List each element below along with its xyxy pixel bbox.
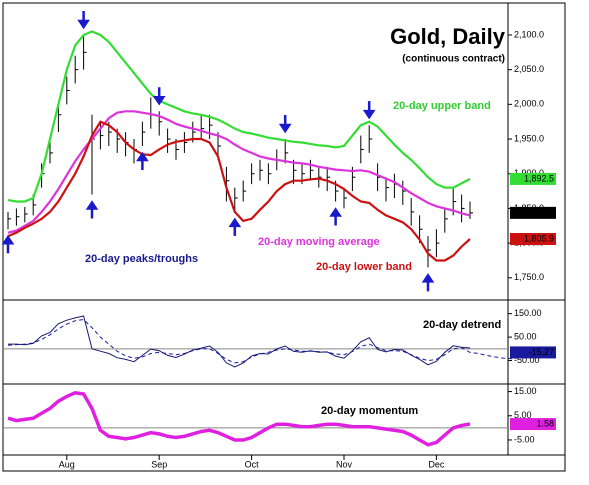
value-box	[510, 172, 556, 185]
x-tick-label: Sep	[151, 459, 167, 469]
series-label: 20-day momentum	[321, 405, 418, 417]
series-label: 20-day moving average	[258, 236, 380, 248]
trough-arrow	[329, 207, 342, 226]
x-tick-label: Aug	[59, 459, 75, 469]
trough-arrow	[421, 273, 435, 292]
chart-title: Gold, Daily	[390, 24, 506, 49]
y-tick-label: 15.00	[514, 386, 537, 396]
band-line	[7, 120, 471, 262]
value-label: 1.58	[536, 418, 554, 428]
y-tick-label: -50.00	[514, 355, 540, 365]
band-line	[7, 30, 471, 203]
value-box	[510, 206, 556, 219]
value-label: 1,843.6	[524, 207, 554, 217]
band-line	[7, 110, 471, 234]
series-label: 20-day lower band	[316, 261, 412, 273]
y-tick-label: 2,100.0	[514, 29, 544, 39]
series-label: 20-day upper band	[393, 100, 491, 112]
y-tick-label: 5.00	[514, 410, 532, 420]
y-tick-label: -5.00	[514, 434, 535, 444]
y-tick-label: 1,950.0	[514, 133, 544, 143]
x-tick-label: Dec	[428, 459, 445, 469]
indicator-line	[7, 318, 546, 364]
value-box	[510, 418, 556, 431]
peak-arrow	[152, 87, 166, 106]
y-tick-label: 50.00	[514, 331, 537, 341]
peak-arrow	[278, 115, 292, 134]
series-label: 20-day peaks/troughs	[85, 253, 198, 265]
trough-arrow	[228, 217, 242, 236]
y-tick-label: 1,750.0	[514, 272, 544, 282]
value-box	[510, 346, 556, 359]
peak-arrow	[362, 101, 376, 120]
value-box	[510, 233, 556, 246]
value-label: -15.27	[528, 347, 554, 357]
y-tick-label: 2,050.0	[514, 64, 544, 74]
value-label: 1,805.9	[524, 233, 554, 243]
x-tick-label: Nov	[336, 459, 353, 469]
indicator-line	[7, 390, 471, 447]
chart-frame	[2, 2, 566, 472]
series-label: 20-day detrend	[423, 319, 501, 331]
y-tick-label: 150.00	[514, 308, 542, 318]
y-tick-label: 2,000.0	[514, 99, 544, 109]
x-tick-label: Oct	[245, 459, 260, 469]
trough-arrow	[85, 200, 99, 219]
chart-subtitle: (continuous contract)	[402, 54, 505, 65]
trough-arrow	[136, 151, 149, 170]
value-label: 1,892.5	[524, 173, 554, 183]
trough-arrow	[1, 234, 15, 254]
peak-arrow	[77, 10, 90, 30]
indicator-line	[8, 315, 471, 368]
